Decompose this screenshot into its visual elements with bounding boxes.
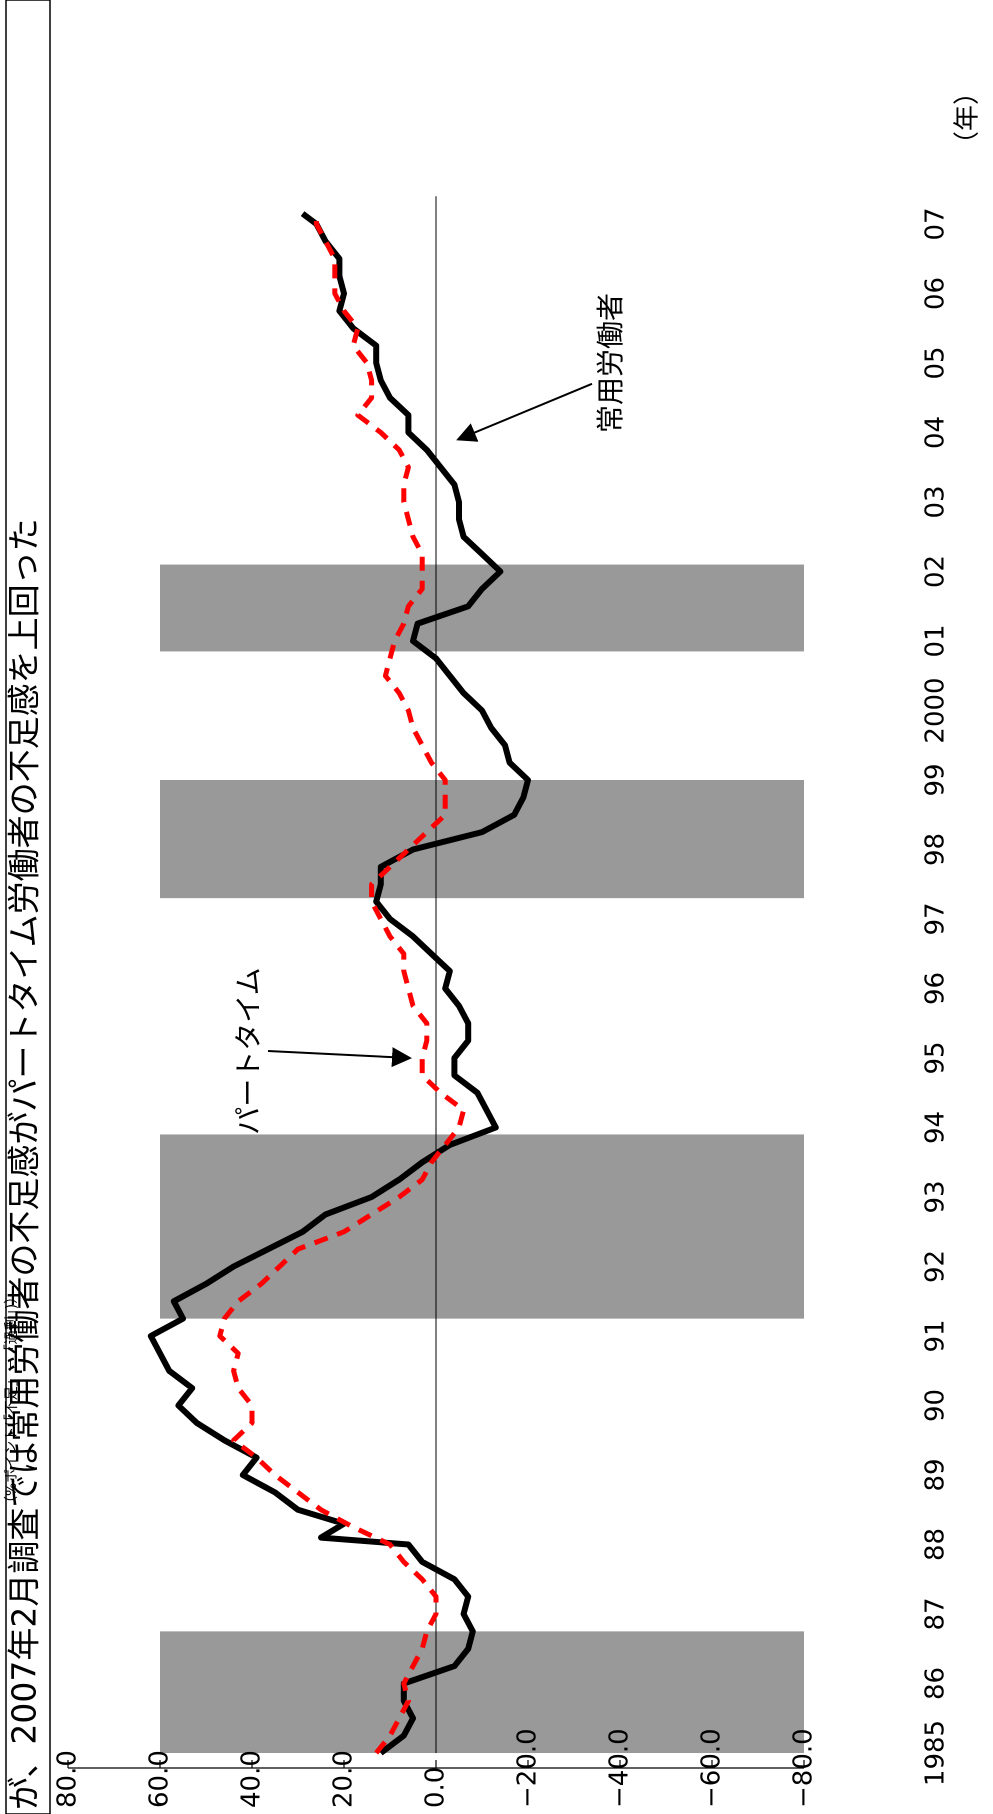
year-tick-label: 89 (921, 1458, 951, 1491)
series-layer (147, 211, 531, 1756)
value-tick-label: −60.0 (697, 1728, 727, 1808)
parttime-annotation-arrow (267, 1047, 412, 1068)
year-tick-label: 06 (921, 277, 951, 310)
year-tick-label: 99 (921, 763, 951, 796)
recession-band-2 (160, 780, 804, 899)
x-unit-label: （年） (953, 79, 983, 157)
parttime-annotation-label: パートタイム (232, 967, 265, 1134)
year-tick-label: 92 (921, 1250, 951, 1283)
regular-worker-annotation-label: 常用労働者 (594, 293, 627, 433)
value-tick-label: 80.0 (53, 1750, 83, 1808)
chart-title-group: が、2007年2月調査では常用労働者の不足感がパートタイム労働者の不足感を上回っ… (5, 0, 51, 1814)
year-tick-label: 98 (921, 833, 951, 866)
year-tick-label: 90 (921, 1389, 951, 1422)
year-tick-label: 03 (921, 485, 951, 518)
regular-worker-annotation-arrow (456, 382, 593, 442)
year-tick-label: 96 (921, 972, 951, 1005)
recession-band-0 (160, 1631, 804, 1753)
year-tick-label: 1985 (921, 1720, 951, 1786)
year-tick-label: 91 (921, 1319, 951, 1352)
title-box (5, 0, 51, 1814)
y-unit-label: （%ポイント(「不足」－「過剰」)） (4, 1290, 20, 1510)
chart-title: が、2007年2月調査では常用労働者の不足感がパートタイム労働者の不足感を上回っ… (5, 518, 44, 1810)
year-tick-label: 86 (921, 1667, 951, 1700)
recession-bands (160, 564, 804, 1753)
year-tick-label: 04 (921, 416, 951, 449)
year-tick-label: 93 (921, 1180, 951, 1213)
recession-band-1 (160, 1134, 804, 1319)
year-tick-label: 01 (921, 624, 951, 657)
year-tick-label: 07 (921, 207, 951, 240)
year-tick-label: 88 (921, 1528, 951, 1561)
value-tick-label: 0.0 (421, 1767, 451, 1808)
year-tick-label: 94 (921, 1111, 951, 1144)
year-tick-label: 95 (921, 1041, 951, 1074)
annotations: パートタイム 常用労働者 (232, 293, 627, 1135)
year-tick-label: 2000 (921, 677, 951, 743)
regular-worker-series-line (147, 211, 531, 1756)
value-tick-label: −20.0 (513, 1728, 543, 1808)
year-tick-label: 97 (921, 902, 951, 935)
axes (67, 196, 805, 1769)
parttime-series-line (217, 213, 467, 1755)
value-tick-label: −80.0 (789, 1728, 819, 1808)
value-tick-label: 20.0 (329, 1750, 359, 1808)
tick-labels: 80.0 60.0 40.0 20.0 0.0 −20.0 −40.0 −60.0 −80.0 1… (53, 207, 951, 1808)
year-tick-label: 87 (921, 1597, 951, 1630)
year-tick-label: 05 (921, 346, 951, 379)
recession-band-3 (160, 564, 804, 652)
value-tick-label: 40.0 (237, 1750, 267, 1808)
value-tick-label: −40.0 (605, 1728, 635, 1808)
value-tick-label: 60.0 (145, 1750, 175, 1808)
year-tick-label: 02 (921, 555, 951, 588)
